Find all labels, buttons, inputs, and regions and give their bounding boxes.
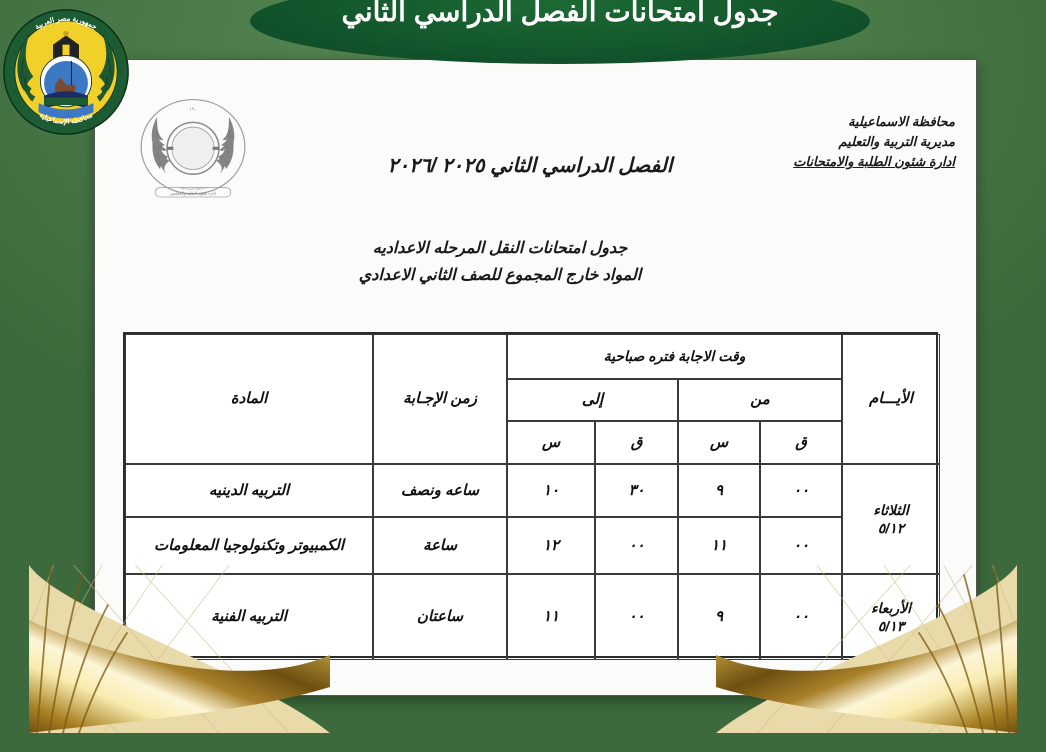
svg-text:اداره شئون الطلبه والمعلمين: اداره شئون الطلبه والمعلمين bbox=[170, 191, 217, 196]
svg-text:١٩٠: ١٩٠ bbox=[189, 107, 197, 112]
